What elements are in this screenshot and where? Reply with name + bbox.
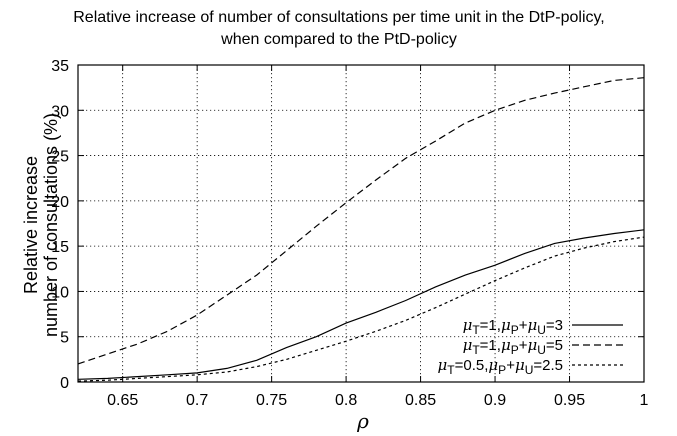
- legend-label-part: +: [519, 337, 528, 354]
- y-axis-label: Relative increase number of consultation…: [21, 113, 61, 337]
- legend-label-part: T: [472, 343, 480, 357]
- y-tick-label: 0: [60, 375, 69, 392]
- y-tick-label: 30: [51, 103, 69, 120]
- legend-label-part: μ: [501, 336, 511, 354]
- legend-label-part: μ: [515, 356, 525, 374]
- data-series: [77, 77, 645, 382]
- legend-label-part: μ: [463, 316, 473, 334]
- y-tick-label: 10: [51, 284, 69, 301]
- y-tick-label: 25: [51, 149, 69, 166]
- y-axis-label-line-1: Relative increase: [21, 156, 41, 294]
- x-axis-label: ρ: [356, 409, 369, 433]
- legend-label-part: U: [537, 343, 546, 357]
- series-line-3: [77, 236, 645, 382]
- legend-label-part: =1,: [480, 317, 501, 334]
- legend-label-part: +: [506, 357, 515, 374]
- series-line-2: [77, 77, 645, 365]
- legend-label-part: μ: [501, 316, 511, 334]
- legend-label-3: μT​=0.5,μP​+μU​=2.5: [438, 356, 563, 377]
- x-tick-label: 1: [640, 392, 649, 409]
- legend-label-part: T: [447, 363, 455, 377]
- chart-title-line-1: Relative increase of number of consultat…: [73, 9, 605, 26]
- y-tick-label: 20: [51, 194, 69, 211]
- y-axis-label-line-2: number of consultations (%): [41, 113, 61, 337]
- axis-ticks: 0 5 10 15 20 25 30 35 0.65 0.7 0.75 0.8 0.85 0.9 0.95 1: [51, 58, 648, 409]
- legend-label-part: U: [537, 323, 546, 337]
- legend-label-part: P: [511, 343, 519, 357]
- legend-label-part: =2.5: [533, 357, 563, 374]
- legend: μT​=1,μP​+μU​=3μT​=1,μP​+μU​=5μT​=0.5,μP…: [438, 316, 623, 377]
- x-tick-label: 0.95: [554, 392, 585, 409]
- legend-label-part: P: [511, 323, 519, 337]
- chart-title: Relative increase of number of consultat…: [73, 9, 605, 48]
- x-tick-label: 0.75: [256, 392, 287, 409]
- x-tick-label: 0.85: [405, 392, 436, 409]
- legend-label-part: μ: [488, 356, 498, 374]
- y-tick-label: 5: [60, 330, 69, 347]
- legend-label-part: =5: [546, 337, 563, 354]
- legend-label-part: μ: [463, 336, 473, 354]
- gridlines: [78, 65, 644, 382]
- legend-label-part: =0.5,: [455, 357, 489, 374]
- legend-label-part: T: [472, 323, 480, 337]
- y-tick-label: 15: [51, 239, 69, 256]
- x-tick-label: 0.8: [335, 392, 357, 409]
- legend-label-2: μT​=1,μP​+μU​=5: [463, 336, 563, 357]
- legend-label-1: μT​=1,μP​+μU​=3: [463, 316, 563, 337]
- legend-label-part: U: [525, 363, 534, 377]
- legend-label-part: μ: [527, 336, 537, 354]
- legend-label-part: +: [519, 317, 528, 334]
- x-tick-label: 0.7: [186, 392, 208, 409]
- legend-label-part: μ: [438, 356, 448, 374]
- legend-label-part: =1,: [480, 337, 501, 354]
- series-line-1: [77, 229, 645, 380]
- x-tick-label: 0.9: [484, 392, 506, 409]
- y-tick-label: 35: [51, 58, 69, 75]
- legend-label-part: μ: [527, 316, 537, 334]
- chart-title-line-2: when compared to the PtD-policy: [220, 31, 457, 48]
- legend-label-part: =3: [546, 317, 563, 334]
- legend-label-part: P: [498, 363, 506, 377]
- plot-frame: [77, 64, 645, 383]
- x-tick-label: 0.65: [107, 392, 138, 409]
